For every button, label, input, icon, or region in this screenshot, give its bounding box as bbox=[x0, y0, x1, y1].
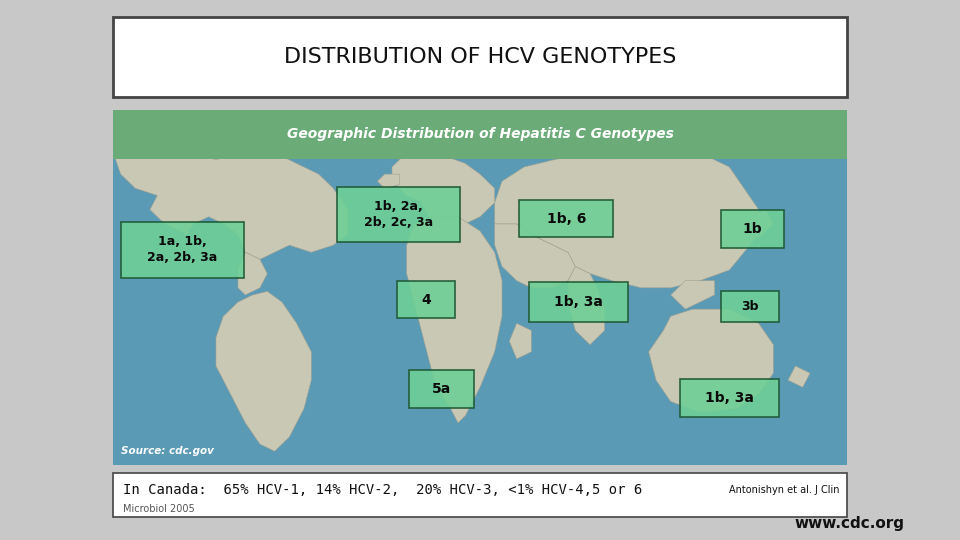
Polygon shape bbox=[510, 323, 531, 359]
Polygon shape bbox=[568, 267, 605, 345]
FancyBboxPatch shape bbox=[121, 222, 244, 278]
Polygon shape bbox=[788, 366, 810, 387]
Text: 3b: 3b bbox=[741, 300, 758, 313]
FancyBboxPatch shape bbox=[113, 17, 847, 97]
Text: Microbiol 2005: Microbiol 2005 bbox=[123, 504, 195, 514]
Text: 1b, 3a: 1b, 3a bbox=[705, 391, 754, 405]
Text: 1b: 1b bbox=[743, 222, 762, 236]
Polygon shape bbox=[407, 135, 450, 153]
Text: www.cdc.org: www.cdc.org bbox=[795, 516, 904, 531]
Polygon shape bbox=[671, 281, 714, 309]
Polygon shape bbox=[186, 124, 246, 160]
Text: 1a, 1b,
2a, 2b, 3a: 1a, 1b, 2a, 2b, 3a bbox=[147, 235, 218, 264]
FancyBboxPatch shape bbox=[337, 187, 460, 242]
FancyBboxPatch shape bbox=[529, 282, 628, 322]
Text: DISTRIBUTION OF HCV GENOTYPES: DISTRIBUTION OF HCV GENOTYPES bbox=[284, 47, 676, 68]
FancyBboxPatch shape bbox=[409, 370, 474, 408]
FancyBboxPatch shape bbox=[721, 291, 779, 322]
Text: Geographic Distribution of Hepatitis C Genotypes: Geographic Distribution of Hepatitis C G… bbox=[287, 127, 673, 141]
Text: In Canada:  65% HCV-1, 14% HCV-2,  20% HCV-3, <1% HCV-4,5 or 6: In Canada: 65% HCV-1, 14% HCV-2, 20% HCV… bbox=[123, 483, 642, 497]
Text: Antonishyn et al. J Clin: Antonishyn et al. J Clin bbox=[729, 485, 839, 495]
Polygon shape bbox=[392, 153, 494, 224]
Text: 1b, 2a,
2b, 2c, 3a: 1b, 2a, 2b, 2c, 3a bbox=[364, 200, 433, 229]
FancyBboxPatch shape bbox=[680, 379, 779, 417]
Polygon shape bbox=[113, 128, 348, 259]
Polygon shape bbox=[649, 309, 774, 412]
FancyBboxPatch shape bbox=[519, 200, 613, 237]
Polygon shape bbox=[494, 146, 758, 288]
FancyBboxPatch shape bbox=[397, 281, 455, 318]
Text: 1b, 6: 1b, 6 bbox=[546, 212, 587, 226]
Text: 4: 4 bbox=[421, 293, 431, 307]
FancyBboxPatch shape bbox=[113, 110, 847, 159]
Polygon shape bbox=[494, 224, 575, 288]
FancyBboxPatch shape bbox=[721, 210, 784, 248]
Polygon shape bbox=[407, 217, 502, 423]
Polygon shape bbox=[216, 292, 311, 451]
FancyBboxPatch shape bbox=[113, 110, 847, 465]
Text: 1b, 3a: 1b, 3a bbox=[554, 295, 603, 309]
Polygon shape bbox=[744, 210, 774, 238]
FancyBboxPatch shape bbox=[113, 473, 847, 517]
Polygon shape bbox=[238, 252, 267, 295]
Text: 5a: 5a bbox=[432, 382, 451, 396]
Polygon shape bbox=[377, 174, 399, 188]
Text: Source: cdc.gov: Source: cdc.gov bbox=[121, 446, 214, 456]
